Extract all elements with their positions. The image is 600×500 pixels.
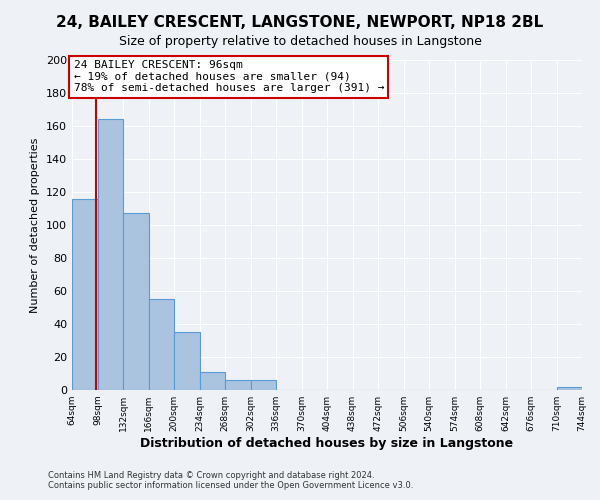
X-axis label: Distribution of detached houses by size in Langstone: Distribution of detached houses by size … (140, 437, 514, 450)
Text: Size of property relative to detached houses in Langstone: Size of property relative to detached ho… (119, 35, 481, 48)
Y-axis label: Number of detached properties: Number of detached properties (31, 138, 40, 312)
Bar (174, 332, 199, 390)
Bar (225, 380, 251, 390)
Text: 24 BAILEY CRESCENT: 96sqm
← 19% of detached houses are smaller (94)
78% of semi-: 24 BAILEY CRESCENT: 96sqm ← 19% of detac… (74, 60, 384, 93)
Bar (149, 299, 174, 390)
Text: Contains HM Land Registry data © Crown copyright and database right 2024.
Contai: Contains HM Land Registry data © Crown c… (48, 470, 413, 490)
Text: 24, BAILEY CRESCENT, LANGSTONE, NEWPORT, NP18 2BL: 24, BAILEY CRESCENT, LANGSTONE, NEWPORT,… (56, 15, 544, 30)
Bar (123, 214, 149, 390)
Bar (557, 386, 582, 390)
Bar (97, 120, 123, 390)
Bar (251, 380, 276, 390)
Bar (199, 372, 225, 390)
Bar (72, 198, 97, 390)
